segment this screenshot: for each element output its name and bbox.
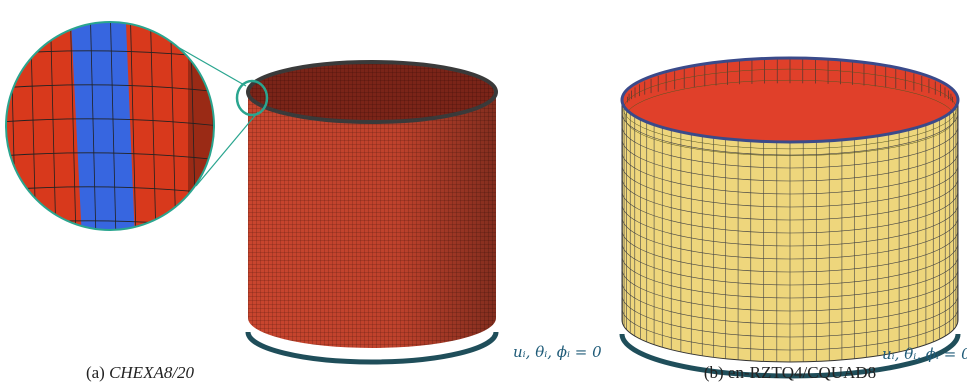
- mesh-line: [621, 307, 959, 351]
- mesh-line: [6, 84, 214, 93]
- mesh-line: [621, 177, 959, 221]
- mesh-line: [6, 152, 214, 161]
- mesh-line: [621, 203, 959, 247]
- mesh-line: [621, 112, 959, 156]
- mesh-line: [69, 22, 77, 230]
- mesh-line: [621, 125, 959, 169]
- mesh-line: [625, 79, 955, 157]
- caption-name: en-RZTQ4/CQUAD8: [728, 363, 876, 382]
- mesh-line: [109, 22, 117, 230]
- mesh-line: [621, 216, 959, 260]
- mesh-line: [621, 151, 959, 195]
- mesh-line: [621, 281, 959, 325]
- mesh-line: [621, 294, 959, 338]
- mesh-line: [621, 242, 959, 286]
- mesh-line: [621, 138, 959, 182]
- caption-label: (a): [86, 363, 105, 382]
- mesh-line: [89, 22, 97, 230]
- zoom-inset: [5, 21, 269, 231]
- mesh-line: [149, 22, 157, 230]
- caption: (b) en-RZTQ4/CQUAD8: [704, 363, 876, 382]
- mesh-line: [621, 229, 959, 273]
- mesh-line: [6, 118, 214, 127]
- caption-name: CHEXA8/20: [109, 363, 194, 382]
- mesh-line: [623, 68, 957, 150]
- caption-label: (b): [704, 363, 724, 382]
- mesh-line: [621, 255, 959, 299]
- caption: (a) CHEXA8/20: [86, 363, 195, 382]
- mesh-line: [621, 164, 959, 208]
- cylinder-a: [245, 60, 499, 365]
- mesh-line: [621, 190, 959, 234]
- cylinder-b: [619, 56, 961, 379]
- boundary-condition: uᵢ, θᵢ, ϕᵢ = 0: [513, 343, 602, 361]
- mesh-line: [621, 268, 959, 312]
- boundary-condition: uᵢ, θᵢ, ϕᵢ = 0: [882, 345, 967, 363]
